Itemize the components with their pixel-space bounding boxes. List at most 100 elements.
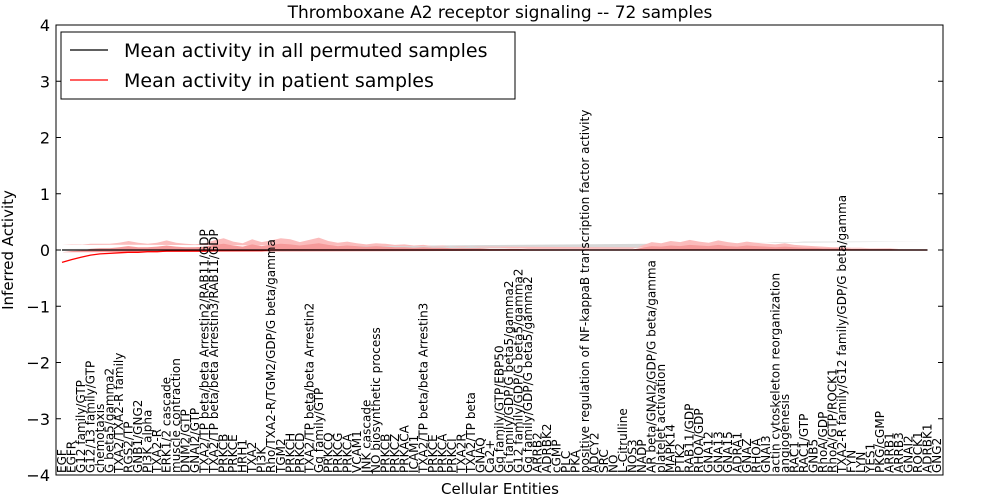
x-tick-label: PKA (569, 449, 583, 473)
x-tick-label: GNB1/GNG2 (131, 400, 145, 473)
x-tick-label: PRKCE (226, 434, 240, 473)
plot-frame (55, 24, 944, 476)
x-tick-label: G12 family/GTP (74, 380, 88, 473)
x-tick-label: MAPK14 (664, 424, 678, 473)
x-tick-label: actin cytoskeleton reorganization (768, 273, 782, 473)
legend-label-patient: Mean activity in patient samples (124, 70, 434, 92)
x-tick-label: ERK1/2 cascade (160, 377, 174, 473)
x-tick-label: PRKCA (340, 433, 354, 473)
x-tick-label: VCAM1 (350, 430, 364, 473)
series-lines (61, 249, 928, 264)
x-tick-label: FYN (844, 450, 858, 473)
x-tick-label: PRKCQ (321, 432, 335, 473)
y-axis-label: Inferred Activity (0, 190, 17, 310)
x-tick-label: PRKCD (293, 433, 307, 473)
x-tick-label: ARRB1 (882, 432, 896, 473)
x-tick-label: LYN (854, 452, 868, 473)
x-tick-label: RGS2/TP (122, 422, 136, 474)
x-tick-label: DNM2/GTP (179, 409, 193, 473)
y-tick-label: 0 (40, 241, 50, 260)
x-tick-label: RHOA (749, 437, 763, 473)
x-tick-label: GNAQ (474, 437, 488, 473)
x-tick-label: GNB5 (806, 439, 820, 473)
x-tick-label: RHOA/GDP (692, 408, 706, 473)
x-tick-label: TXA2/TP beta (464, 392, 478, 474)
x-tick-label: PRKCB (217, 434, 231, 473)
x-tick-label: GNG2 (930, 438, 944, 473)
x-tick-label: ROCK1 (911, 431, 925, 473)
x-tick-label: GNA12 (702, 431, 716, 473)
x-tick-label: TGM2 (274, 438, 288, 474)
x-tick-label: PI3K alpha (141, 410, 155, 473)
x-tick-label: EGFR (65, 441, 79, 473)
x-tick-label: TXA2 (245, 442, 259, 474)
y-tick-label: −3 (26, 410, 50, 429)
x-tick-label: platelet activation (654, 364, 668, 473)
x-tick-label: AR beta/GNAI2/GDP/G beta/gamma (645, 260, 659, 473)
x-tick-label: JNK cascade (359, 400, 373, 474)
y-tick-label: −2 (26, 354, 50, 373)
x-tick-label: GNAI2/GTP (188, 408, 202, 473)
x-tick-label: NADP (635, 439, 649, 473)
x-tick-label: PRKCI (445, 438, 459, 473)
legend: Mean activity in all permuted samples Me… (60, 31, 516, 100)
x-tick-label: G beta5/gamma2 (103, 368, 117, 473)
x-tick-label: RAC1/GTP (797, 414, 811, 473)
x-tick-label: TXA2/TP beta/beta Arrestin2 (302, 303, 316, 474)
x-tick-label: PRKCG (331, 433, 345, 473)
legend-label-permuted: Mean activity in all permuted samples (124, 40, 487, 62)
x-tick-label: GNAI3 (759, 435, 773, 473)
x-tick-label: NO (607, 455, 621, 473)
x-tick-label: PRKACA (397, 424, 411, 473)
y-tick-label: 3 (40, 72, 50, 91)
x-tick-label: RhoA/GDP (816, 412, 830, 473)
x-tick-label: RAB11/GDP (683, 404, 697, 473)
x-tick-label: PKG/cGMP (873, 411, 887, 473)
x-tick-label: chemotaxis (93, 404, 107, 473)
x-tick-label: Gq family/GDP/G beta5/gamma2 (521, 276, 535, 473)
x-tick-label: Rho/TXA2-R/TGM2/GDP/G beta/gamma (264, 239, 278, 473)
x-tick-label: positive regulation of NF-kappaB transcr… (578, 110, 592, 473)
x-axis-label: Cellular Entities (441, 480, 559, 498)
x-tick-label: PRKCH (283, 433, 297, 473)
x-tick-label: NOS3 (626, 439, 640, 473)
x-tick-label: TXA2/TP beta/beta Arrestin3 (416, 303, 430, 474)
x-tick-label: ICAM1 (407, 435, 421, 473)
x-tick-label: PI3K (255, 446, 269, 473)
x-tick-label: TXA2/TP beta/beta Arrestin3/RAB11/GDP (207, 229, 221, 474)
x-tick-label: Gq family/GTP/EBP50 (493, 345, 507, 473)
x-tick-label: GNA15 (721, 431, 735, 473)
x-tick-label: TXA2/TXA2-R family (112, 353, 126, 474)
x-tick-label: PRKCE (426, 434, 440, 473)
x-tick-label: EGF (55, 449, 69, 473)
y-axis: −4 −3 −2 −1 0 1 2 3 4 (26, 16, 943, 485)
legend-box (60, 31, 516, 100)
x-tick-label: ADRBK1 (921, 423, 935, 473)
x-tick-label: TXA2/TP beta/beta Arrestin2/RAB11/GDP (198, 229, 212, 474)
x-tick-label: ARRB3 (892, 432, 906, 473)
x-tick-label: PLC (559, 451, 573, 473)
x-tick-label: PRKCA (435, 433, 449, 473)
y-tick-label: −1 (26, 297, 50, 316)
x-tick-label: TXA2-R family/G12 family/GDP/G beta/gamm… (835, 195, 849, 474)
x-tick-label: ADRBK2 (540, 423, 554, 473)
x-tick-label: ARRB2 (531, 432, 545, 473)
x-tick-label: PRKCZ (388, 434, 402, 473)
x-tick-label: GNAZ (740, 438, 754, 473)
x-tick-label: PTK2 (673, 443, 687, 473)
x-tick-label: PRKCB (378, 434, 392, 473)
x-tick-label: Gi family/GDP/G beta5/gamma2 (502, 280, 516, 473)
x-tick-label: TXA2R (455, 433, 469, 474)
x-tick-label: ADCY2 (588, 432, 602, 473)
x-tick-label: RhoA/GTP/ROCK1 (825, 368, 839, 473)
x-tick-label: Ca2+ (483, 440, 497, 473)
x-tick-label: YES1 (863, 443, 877, 474)
x-tick-label: RAC1 (787, 441, 801, 473)
x-tick-label: ADRA1 (730, 432, 744, 473)
x-tick-label: muscle contraction (169, 358, 183, 473)
x-tick-label: HRH1 (236, 439, 250, 473)
x-tick-label: cGMP (550, 440, 564, 474)
y-tick-label: 2 (40, 129, 50, 148)
